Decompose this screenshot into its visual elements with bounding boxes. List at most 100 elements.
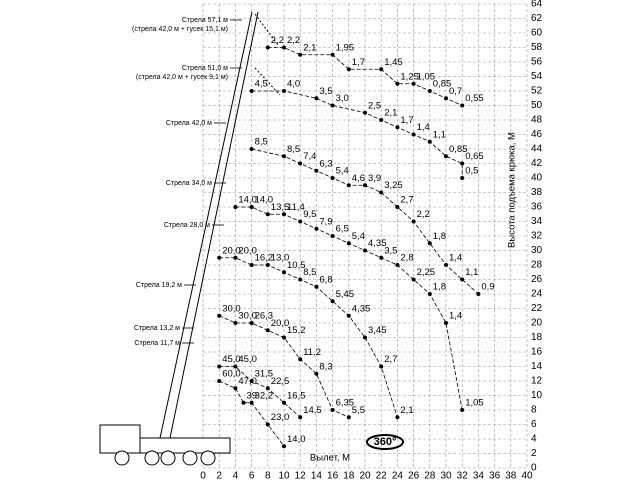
capacity-label: 6,3 — [319, 158, 332, 169]
y-tick-label: 4 — [531, 434, 537, 445]
capacity-point — [444, 263, 448, 267]
capacity-label: 7,4 — [303, 151, 316, 162]
x-tick-label: 36 — [489, 471, 501, 480]
x-tick-label: 12 — [295, 471, 307, 480]
capacity-point — [346, 241, 351, 246]
capacity-label: 1,7 — [352, 57, 365, 68]
capacity-label: 2,1 — [400, 405, 413, 416]
capacity-point — [282, 335, 286, 340]
capacity-point — [217, 313, 222, 318]
capacity-point — [427, 139, 432, 144]
capacity-label: 2,7 — [400, 195, 413, 206]
y-tick-label: 34 — [531, 216, 543, 227]
capacity-point — [379, 255, 384, 260]
x-tick-label: 14 — [311, 471, 323, 480]
capacity-label: 1,8 — [433, 231, 446, 242]
capacity-label: 0,85 — [449, 144, 468, 155]
capacity-curve — [251, 90, 463, 178]
y-tick-label: 58 — [531, 42, 543, 53]
capacity-label: 3,45 — [368, 325, 387, 336]
capacity-point — [411, 81, 416, 86]
capacity-point — [217, 364, 222, 369]
capacity-point — [444, 96, 448, 101]
capacity-label: 2,8 — [400, 253, 413, 264]
capacity-label: 60,0 — [222, 369, 241, 380]
capacity-point — [444, 154, 448, 159]
capacity-label: 3,0 — [336, 93, 349, 104]
capacity-label: 6,8 — [319, 274, 332, 285]
y-tick-label: 48 — [531, 115, 543, 126]
capacity-point — [460, 176, 465, 180]
capacity-label: 16,5 — [287, 390, 306, 401]
capacity-label: 6,35 — [336, 398, 355, 409]
y-tick-label: 6 — [531, 419, 537, 430]
x-tick-label: 18 — [343, 471, 355, 480]
y-tick-label: 64 — [531, 0, 543, 10]
capacity-point — [460, 103, 465, 108]
capacity-point — [265, 263, 270, 267]
boom-label: Стрела 11,7 м — [134, 340, 180, 347]
capacity-label: 1,4 — [449, 253, 462, 264]
capacity-label: 16,2 — [255, 253, 274, 264]
capacity-point — [314, 284, 319, 289]
capacity-label: 2,7 — [384, 354, 397, 365]
capacity-label: 0,65 — [465, 151, 484, 162]
capacity-curve — [219, 366, 301, 418]
capacity-label: 5,4 — [352, 231, 365, 242]
capacity-point — [330, 52, 335, 57]
capacity-point — [298, 277, 303, 282]
capacity-label: 3,25 — [384, 180, 403, 191]
capacity-label: 4,6 — [352, 173, 365, 184]
capacity-label: 0,9 — [481, 282, 494, 293]
y-tick-label: 12 — [531, 376, 543, 387]
boom-note: (стрела 42,0 м + гусек 9,1 м) — [136, 74, 228, 81]
capacity-point — [379, 190, 384, 195]
capacity-label: 8,5 — [287, 144, 300, 155]
x-tick-label: 4 — [233, 471, 239, 480]
y-tick-label: 22 — [531, 303, 543, 314]
capacity-point — [346, 415, 351, 420]
y-tick-label: 18 — [531, 332, 543, 343]
capacity-label: 4,0 — [287, 79, 300, 90]
capacity-curve — [219, 257, 398, 418]
capacity-label: 1,05 — [465, 398, 484, 409]
capacity-point — [241, 400, 246, 405]
boom-label: Стрела 57,1 м — [182, 17, 228, 24]
capacity-curve — [251, 148, 479, 295]
capacity-label: 9,5 — [303, 209, 316, 220]
y-tick-label: 0 — [531, 463, 537, 474]
boom-label: Стрела 42,0 м — [166, 120, 212, 127]
capacity-point — [460, 408, 465, 412]
boom-label: Стрела 34,0 м — [166, 180, 212, 187]
capacity-point — [363, 248, 367, 253]
capacity-point — [249, 147, 254, 151]
y-tick-label: 28 — [531, 260, 543, 271]
capacity-label: 1,1 — [465, 267, 478, 278]
capacity-label: 45,0 — [238, 354, 257, 365]
capacity-label: 1,1 — [433, 129, 446, 140]
capacity-point — [363, 110, 367, 115]
capacity-point — [282, 270, 286, 275]
capacity-point — [427, 241, 432, 246]
capacity-label: 3,9 — [368, 173, 381, 184]
capacity-point — [282, 89, 286, 93]
x-tick-label: 20 — [359, 471, 371, 480]
capacity-point — [330, 408, 335, 412]
x-tick-label: 24 — [392, 471, 404, 480]
capacity-label: 8,3 — [319, 361, 332, 372]
capacity-point — [379, 118, 384, 122]
x-tick-label: 0 — [200, 471, 206, 480]
capacity-point — [363, 183, 367, 188]
y-tick-label: 40 — [531, 173, 543, 184]
capacity-point — [395, 81, 400, 86]
capacity-label: 2,2 — [417, 209, 430, 220]
capacity-point — [282, 212, 286, 217]
capacity-label: 45,0 — [222, 354, 241, 365]
capacity-point — [298, 52, 303, 57]
capacity-label: 0,5 — [465, 166, 478, 177]
y-tick-label: 26 — [531, 274, 543, 285]
capacity-point — [282, 444, 286, 449]
capacity-label: 2,25 — [417, 267, 436, 278]
capacity-point — [282, 400, 286, 405]
